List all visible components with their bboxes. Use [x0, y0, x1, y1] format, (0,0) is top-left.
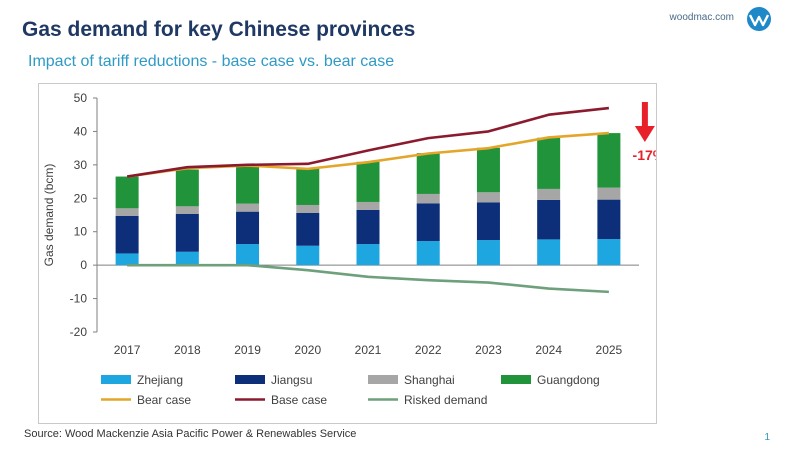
x-tick-label: 2024 — [535, 343, 562, 357]
bar-guangdong — [416, 153, 440, 194]
y-tick-label: 40 — [74, 124, 88, 138]
bar-guangdong — [115, 176, 139, 209]
x-tick-label: 2021 — [355, 343, 382, 357]
y-tick-label: 30 — [74, 158, 88, 172]
bar-jiangsu — [416, 203, 440, 242]
x-tick-label: 2022 — [415, 343, 442, 357]
bar-zhejiang — [597, 239, 621, 266]
annotation-arrow-head — [634, 126, 655, 142]
bar-guangdong — [597, 133, 621, 188]
legend-swatch-zhejiang — [101, 375, 131, 384]
bar-shanghai — [537, 188, 561, 200]
x-tick-label: 2020 — [294, 343, 321, 357]
bar-shanghai — [356, 201, 380, 210]
bar-jiangsu — [115, 216, 139, 254]
legend-label-bear-case: Bear case — [137, 393, 191, 407]
legend-label-shanghai: Shanghai — [404, 373, 455, 387]
bar-zhejiang — [476, 240, 500, 266]
y-tick-label: -20 — [70, 325, 88, 339]
bar-jiangsu — [476, 202, 500, 241]
bar-guangdong — [356, 161, 380, 202]
bar-zhejiang — [296, 245, 320, 266]
legend-swatch-guangdong — [501, 375, 531, 384]
bar-guangdong — [537, 137, 561, 189]
bar-zhejiang — [537, 239, 561, 266]
page-number: 1 — [764, 432, 770, 443]
bar-shanghai — [416, 193, 440, 204]
y-tick-label: 0 — [80, 258, 87, 272]
x-tick-label: 2025 — [596, 343, 623, 357]
legend-swatch-shanghai — [368, 375, 398, 384]
legend-swatch-jiangsu — [235, 375, 265, 384]
bar-shanghai — [296, 204, 320, 213]
legend-label-guangdong: Guangdong — [537, 373, 600, 387]
bar-zhejiang — [236, 244, 260, 266]
bar-guangdong — [236, 166, 260, 204]
bar-jiangsu — [356, 209, 380, 245]
bar-jiangsu — [296, 212, 320, 246]
y-tick-label: 50 — [74, 91, 88, 105]
brand-url[interactable]: woodmac.com — [669, 12, 734, 23]
legend-label-jiangsu: Jiangsu — [271, 373, 312, 387]
page-subtitle: Impact of tariff reductions - base case … — [28, 53, 395, 70]
source-note: Source: Wood Mackenzie Asia Pacific Powe… — [24, 428, 357, 440]
y-tick-label: -10 — [70, 292, 88, 306]
bar-shanghai — [115, 208, 139, 217]
y-tick-label: 10 — [74, 225, 88, 239]
legend-label-zhejiang: Zhejiang — [137, 373, 183, 387]
bar-jiangsu — [175, 213, 199, 252]
legend-label-base-case: Base case — [271, 393, 327, 407]
y-axis-title: Gas demand (bcm) — [42, 164, 56, 267]
y-tick-label: 20 — [74, 191, 88, 205]
bar-guangdong — [296, 168, 320, 205]
gas-demand-chart: -20 -10 0 10 20 30 40 50 Gas demand (bcm) 2017 201… — [42, 91, 666, 407]
bar-zhejiang — [115, 253, 139, 266]
bar-zhejiang — [175, 251, 199, 266]
line-risked-demand — [127, 263, 609, 294]
chart-frame: -20 -10 0 10 20 30 40 50 Gas demand (bcm) 2017 201… — [38, 83, 666, 424]
x-tick-label: 2019 — [234, 343, 261, 357]
annotation-label: -17% — [633, 147, 656, 163]
bar-jiangsu — [236, 211, 260, 245]
bar-guangdong — [476, 147, 500, 193]
bar-shanghai — [175, 206, 199, 214]
bar-jiangsu — [537, 199, 561, 240]
x-tick-label: 2023 — [475, 343, 502, 357]
x-tick-label: 2018 — [174, 343, 201, 357]
bar-guangdong — [175, 169, 199, 207]
x-tick-label: 2017 — [114, 343, 141, 357]
bar-shanghai — [476, 192, 500, 203]
bar-zhejiang — [356, 244, 380, 266]
page-title: Gas demand for key Chinese provinces — [22, 18, 416, 41]
bar-shanghai — [597, 187, 621, 200]
annotation-arrow-shaft — [641, 102, 648, 127]
bar-shanghai — [236, 203, 260, 212]
line-base-case — [126, 106, 610, 178]
woodmac-logo-icon — [747, 7, 771, 31]
bar-zhejiang — [416, 241, 440, 266]
bar-jiangsu — [597, 199, 621, 240]
legend-label-risked-demand: Risked demand — [404, 393, 487, 407]
